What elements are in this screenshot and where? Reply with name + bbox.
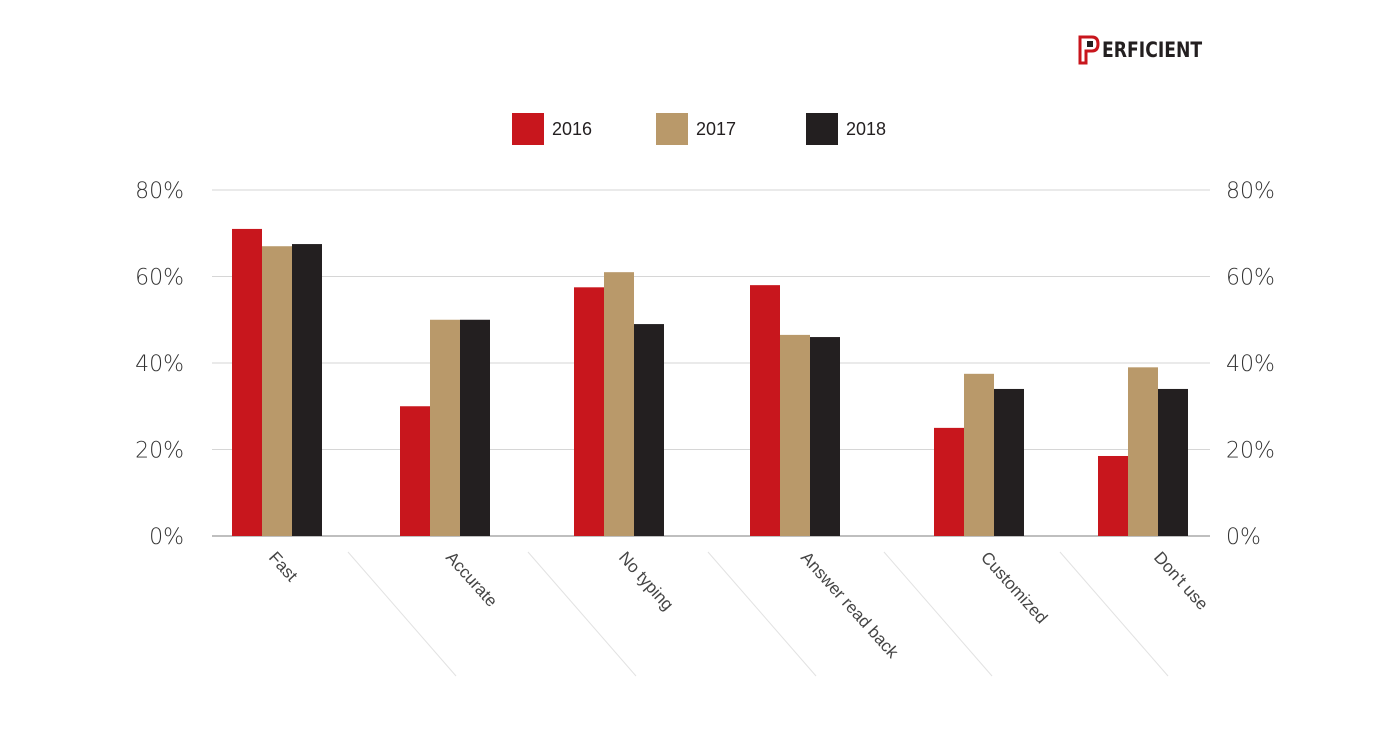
x-category-label: No typing	[615, 548, 677, 614]
bar	[1098, 455, 1128, 536]
y2-tick-label: 40%	[1226, 352, 1275, 377]
bar	[604, 272, 634, 536]
bar	[292, 244, 322, 536]
y-tick-label: 80%	[135, 179, 184, 204]
legend-item: 2016	[512, 112, 592, 146]
bar	[1128, 367, 1158, 536]
bar	[750, 285, 780, 536]
bar	[964, 373, 994, 536]
bar	[1158, 388, 1188, 536]
legend-swatch	[656, 113, 688, 145]
y-tick-label: 40%	[135, 352, 184, 377]
legend-label: 2018	[846, 118, 887, 139]
bar	[574, 287, 604, 536]
y2-tick-label: 60%	[1226, 266, 1275, 291]
x-category-label: Answer read back	[797, 548, 903, 662]
x-category-label: Accurate	[442, 548, 501, 611]
legend-label: 2016	[552, 118, 593, 139]
bar	[780, 334, 810, 536]
legend-swatch	[512, 113, 544, 145]
legend-label: 2017	[696, 118, 737, 139]
bar	[460, 319, 490, 536]
y2-tick-label: 80%	[1226, 179, 1275, 204]
y2-tick-label: 20%	[1226, 439, 1275, 464]
legend-swatch	[806, 113, 838, 145]
logo-text: ERFICIENT	[1102, 38, 1203, 62]
y-tick-label: 60%	[135, 266, 184, 291]
category-separator	[1059, 551, 1169, 677]
y-tick-label: 0%	[149, 525, 184, 550]
category-separator	[347, 551, 457, 677]
y2-tick-label: 0%	[1226, 525, 1261, 550]
chart-legend: 2016 2017 2018	[0, 112, 1400, 152]
bar	[994, 388, 1024, 536]
category-separator	[527, 551, 637, 677]
bar	[430, 319, 460, 536]
legend-item: 2018	[806, 112, 886, 146]
bar	[634, 324, 664, 536]
category-separator	[707, 551, 817, 677]
bar	[400, 406, 430, 536]
y-tick-label: 20%	[135, 439, 184, 464]
bar	[810, 337, 840, 536]
x-category-label: Don't use	[1150, 548, 1212, 614]
logo-mark-icon	[1078, 35, 1100, 65]
bar	[262, 246, 292, 536]
x-category-label: Customized	[977, 548, 1051, 627]
x-category-label: Fast	[265, 548, 301, 585]
bar	[232, 228, 262, 537]
category-separator	[883, 551, 993, 677]
perficient-logo: ERFICIENT	[1078, 34, 1224, 66]
bar	[934, 427, 964, 536]
legend-item: 2017	[656, 112, 736, 146]
